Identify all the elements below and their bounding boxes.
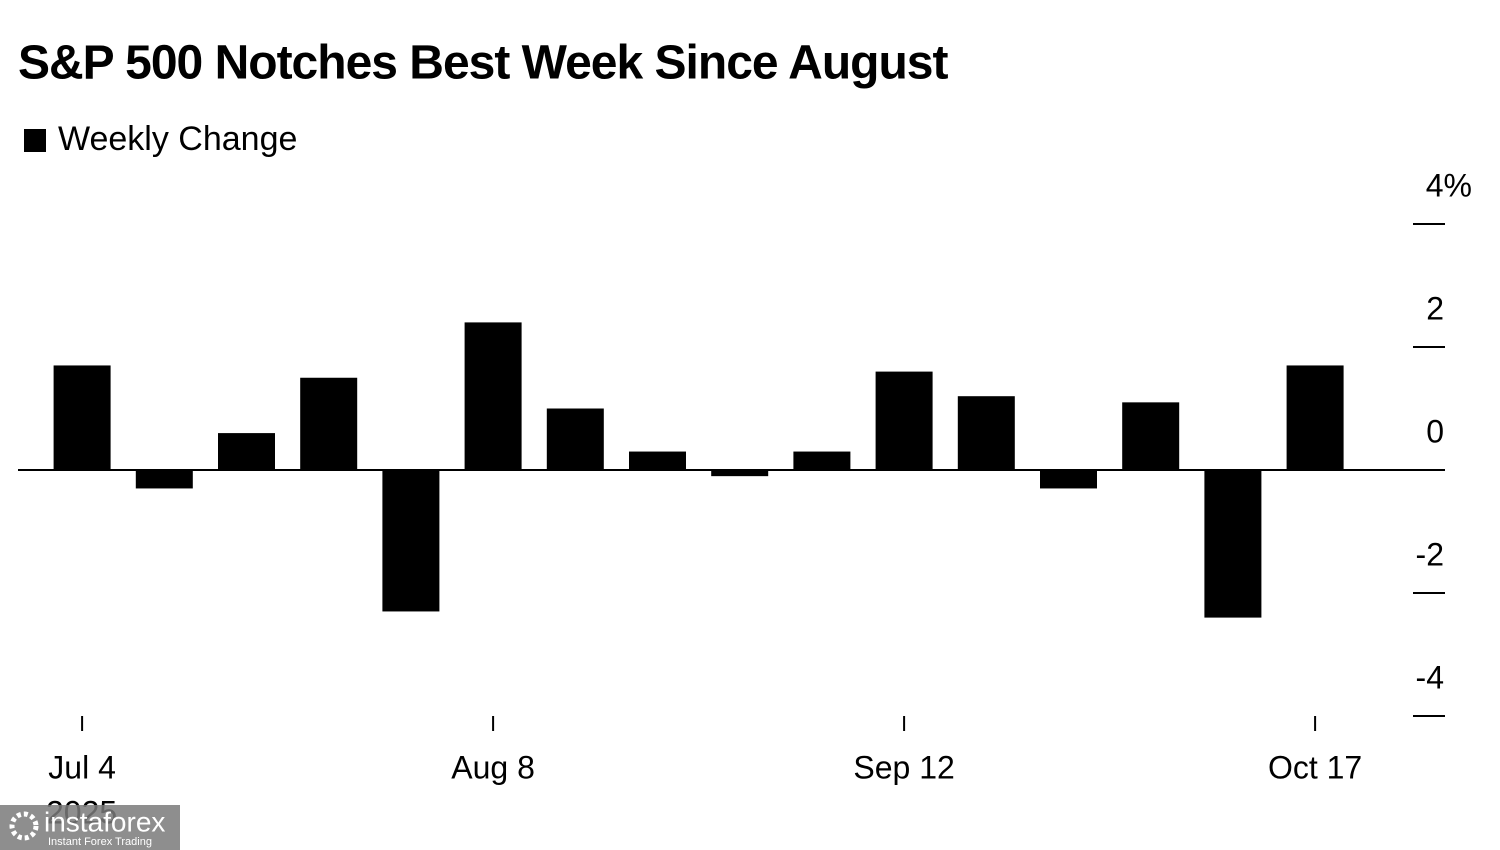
x-tick-label: Sep 12 — [853, 749, 954, 785]
bar — [218, 433, 275, 470]
x-tick-label: Jul 4 — [48, 749, 116, 785]
bar — [135, 470, 193, 489]
bar — [629, 451, 686, 470]
y-tick-label: -2 — [1416, 536, 1444, 572]
bar — [1204, 470, 1262, 618]
legend-swatch — [24, 129, 46, 152]
bar — [300, 377, 358, 470]
watermark-box — [0, 805, 180, 850]
bar — [793, 451, 851, 470]
bar — [1122, 402, 1180, 470]
bar — [464, 322, 522, 470]
watermark-icon — [9, 811, 39, 841]
bar — [1286, 365, 1344, 470]
y-tick-label: 4% — [1426, 167, 1472, 203]
y-tick-label: 2 — [1426, 290, 1444, 326]
bar — [711, 470, 769, 477]
x-tick-label: Oct 17 — [1268, 749, 1362, 785]
bar — [382, 470, 440, 612]
y-tick-label: 0 — [1426, 413, 1444, 449]
legend-label: Weekly Change — [58, 120, 297, 158]
bar — [875, 371, 933, 470]
bar — [53, 365, 111, 470]
bar — [1040, 470, 1097, 489]
watermark: instaforex Instant Forex Trading — [0, 805, 180, 850]
y-tick-label: -4 — [1416, 659, 1444, 695]
watermark-tagline: Instant Forex Trading — [48, 836, 152, 848]
watermark-name: instaforex — [44, 806, 165, 837]
chart-title: S&P 500 Notches Best Week Since August — [18, 37, 948, 90]
x-tick-label: Aug 8 — [451, 749, 535, 785]
bar — [546, 408, 604, 470]
bar — [957, 396, 1015, 470]
